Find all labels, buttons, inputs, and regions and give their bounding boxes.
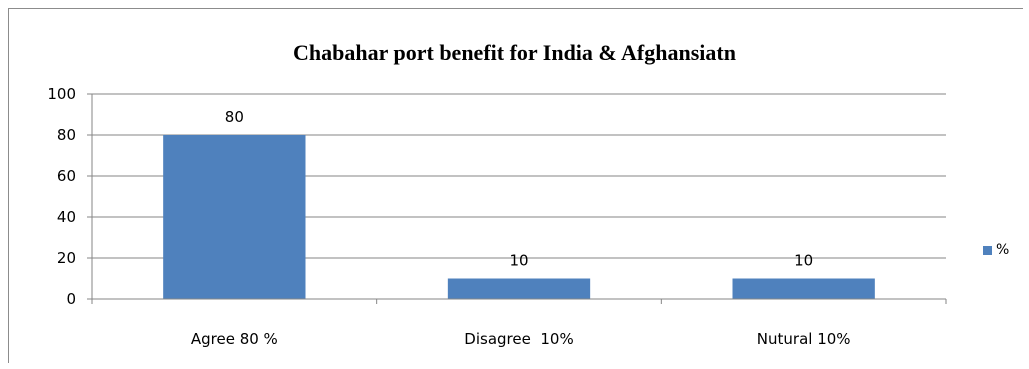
x-category-label: Nutural 10%	[757, 330, 851, 348]
y-tick-label: 80	[57, 126, 76, 144]
data-label: 10	[794, 252, 813, 270]
bar-2	[733, 279, 875, 300]
x-category-label: Agree 80 %	[191, 330, 278, 348]
legend: %	[983, 242, 1009, 258]
legend-swatch	[983, 246, 992, 255]
bar-1	[448, 279, 590, 300]
y-tick-label: 0	[66, 290, 76, 308]
y-tick-label: 100	[47, 85, 76, 103]
y-tick-label: 60	[57, 167, 76, 185]
bar-0	[163, 135, 305, 299]
y-tick-label: 20	[57, 249, 76, 267]
x-category-label: Disagree 10%	[464, 330, 573, 348]
y-tick-label: 40	[57, 208, 76, 226]
data-label: 80	[225, 108, 244, 126]
data-label: 10	[509, 252, 528, 270]
legend-label: %	[996, 242, 1009, 258]
